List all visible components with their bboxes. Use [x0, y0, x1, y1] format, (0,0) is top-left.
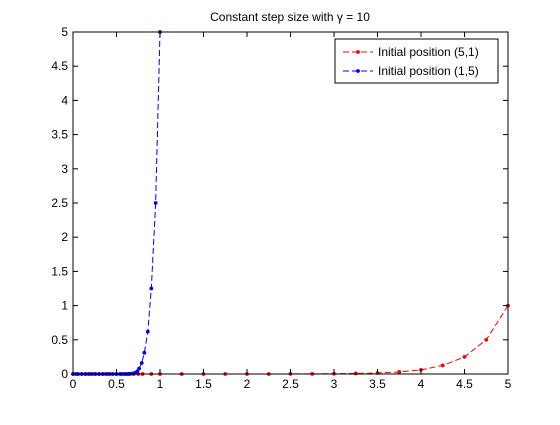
legend: Initial position (5,1) Initial position (…: [334, 38, 499, 84]
data-point: [440, 363, 445, 368]
x-tick-label: 5: [505, 377, 512, 391]
y-tick-label: 3.5: [51, 128, 68, 142]
x-tick-label: 2.5: [282, 377, 299, 391]
legend-box: [334, 38, 499, 84]
plot-area: [73, 32, 508, 374]
data-point: [149, 286, 154, 291]
x-tick-label: 4.5: [456, 377, 473, 391]
legend-marker: [356, 69, 360, 73]
data-point: [353, 371, 358, 376]
data-point: [397, 370, 402, 374]
x-tick-label: 3.5: [369, 377, 386, 391]
y-tick-label: 1: [61, 299, 68, 313]
data-point: [142, 350, 147, 355]
y-tick-label: 2.5: [51, 196, 68, 210]
data-point: [137, 366, 142, 371]
x-tick-label: 3: [331, 377, 338, 391]
legend-item: Initial position (5,1): [343, 45, 479, 59]
x-tick-label: 0: [70, 377, 77, 391]
data-point: [484, 337, 489, 342]
y-tick-label: 4: [61, 93, 68, 107]
legend-label: Initial position (1,5): [378, 64, 479, 78]
x-tick-label: 2: [244, 377, 251, 391]
legend-label: Initial position (5,1): [378, 45, 479, 59]
y-tick-label: 1.5: [51, 264, 68, 278]
legend-item: Initial position (1,5): [343, 64, 479, 78]
x-tick-label: 1.5: [195, 377, 212, 391]
y-tick-label: 0: [61, 367, 68, 381]
x-tick-label: 0.5: [108, 377, 125, 391]
y-tick-label: 5: [61, 25, 68, 39]
y-tick-label: 0.5: [51, 333, 68, 347]
chart-title: Constant step size with γ = 10: [210, 10, 370, 24]
data-point: [139, 361, 144, 365]
x-tick-label: 4: [418, 377, 425, 391]
data-point: [153, 201, 158, 205]
legend-marker: [356, 50, 360, 54]
data-point: [145, 329, 150, 334]
x-tick-label: 1: [157, 377, 164, 391]
ticks-layer: 0 0.5 1 1.5 2 2.5 3 3.5 4 4.5 5 0 0.5 1 1.5 2 2.5 3 3.5 4 4.…: [51, 25, 511, 391]
y-tick-label: 4.5: [51, 59, 68, 73]
data-point: [462, 355, 467, 359]
y-tick-label: 2: [61, 230, 68, 244]
y-tick-label: 3: [61, 162, 68, 176]
